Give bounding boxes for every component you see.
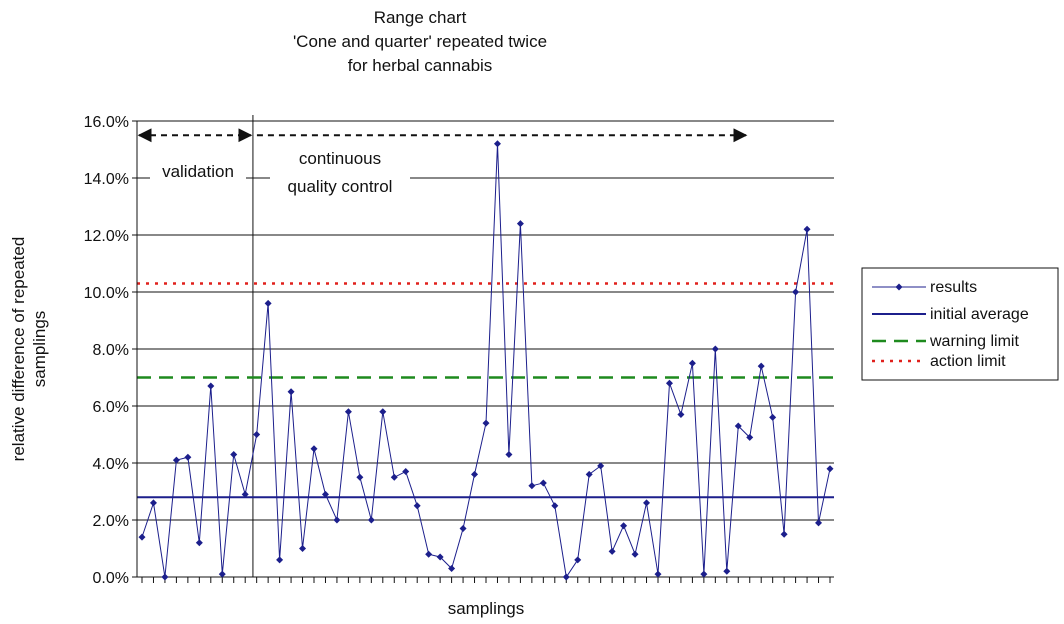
results-point [528,482,536,490]
y-tick-label: 0.0% [93,570,129,587]
legend-label-warning-limit: warning limit [929,333,1019,350]
results-point [344,408,352,416]
results-point [276,556,284,564]
validation-label-bg [150,160,246,184]
results-point [149,499,157,507]
results-point [390,473,398,481]
results-point [287,388,295,396]
results-point [310,445,318,453]
results-point [769,413,777,421]
results-point [574,556,582,564]
results-point [516,220,524,228]
results-point [413,502,421,510]
results-point [677,411,685,419]
results-point [585,470,593,478]
results-point [333,516,341,524]
y-tick-label: 10.0% [84,285,129,302]
results-point [551,502,559,510]
results-point [688,359,696,367]
results-point [654,570,662,578]
results-point [172,456,180,464]
results-point [792,288,800,296]
legend-label-results: results [930,279,977,296]
phase-label-validation: validation [162,162,234,181]
results-point [161,573,169,581]
results-point [734,422,742,430]
results-point [815,519,823,527]
y-tick-label: 16.0% [84,114,129,131]
continuous-label-bg [270,145,410,201]
results-point [184,453,192,461]
results-point [356,473,364,481]
phase-label-continuous: continuous [299,149,381,168]
legend-label-action-limit: action limit [930,353,1006,370]
y-tick-label: 2.0% [93,513,129,530]
chart-title-line-2: 'Cone and quarter' repeated twice [292,32,548,51]
results-point [620,522,628,530]
legend-label-initial-average: initial average [930,306,1029,323]
results-point [459,525,467,533]
results-point [448,564,456,572]
results-point [723,567,731,575]
legend-swatch-results-marker [895,283,903,291]
results-point [253,431,261,438]
x-axis-title: samplings [448,599,525,618]
results-point [482,419,490,427]
y-tick-label: 14.0% [84,171,129,188]
results-point [138,533,146,541]
legend: results initial average warning limit ac… [861,267,1059,381]
results-point [299,545,307,552]
results-point [608,547,616,555]
chart-title-line-1: Range chart [373,8,467,27]
results-point [218,570,226,578]
results-point [402,468,410,476]
y-axis-title-line-2: samplings [30,311,49,388]
results-point [505,450,513,458]
results-point [241,490,249,498]
results-point [631,550,639,558]
phase-label-quality-control: quality control [288,177,393,196]
results-point [539,479,547,487]
results-point [711,345,719,353]
results-point [379,408,387,416]
y-tick-label: 12.0% [84,228,129,245]
y-tick-label: 8.0% [93,342,129,359]
results-point [803,225,811,233]
results-point [264,299,272,307]
results-point [207,382,215,390]
results-point [826,465,834,473]
results-point [757,362,765,370]
results-point [195,539,203,547]
y-tick-label: 4.0% [93,456,129,473]
results-point [700,570,708,578]
results-point [665,379,673,387]
results-point [471,470,479,478]
y-axis-title-line-1: relative difference of repeated [9,237,28,462]
y-tick-label: 6.0% [93,399,129,416]
results-line [141,143,831,579]
results-point [367,516,375,524]
results-point [746,433,754,441]
results-point [321,490,329,498]
results-point [436,553,444,561]
results-point [493,140,501,148]
results-point [643,499,651,507]
results-point [597,462,605,470]
results-point [780,530,788,538]
results-point [425,550,433,558]
chart-title-line-3: for herbal cannabis [347,56,493,75]
results-point [230,450,238,458]
results-point [562,573,570,581]
